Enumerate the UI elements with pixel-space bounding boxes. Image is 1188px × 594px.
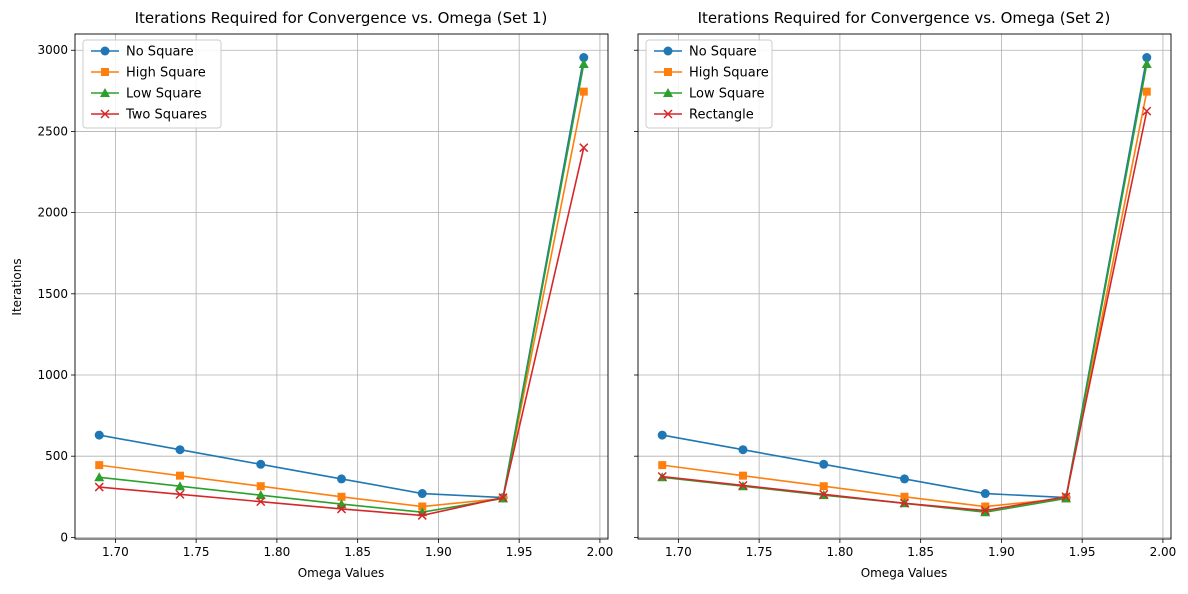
data-point-no-square: [819, 459, 829, 469]
data-point-two-squares: [417, 510, 427, 520]
x-tick-label: 2.00: [587, 545, 614, 559]
x-tick-label: 1.75: [183, 545, 210, 559]
data-point-high-square: [175, 471, 184, 480]
data-point-low-square: [174, 481, 185, 491]
legend-box: [645, 39, 773, 129]
data-point-rectangle: [1061, 492, 1071, 502]
y-tick-label: 0: [60, 530, 68, 544]
legend-swatch-marker: [100, 46, 110, 56]
x-axis-label: Omega Values: [861, 566, 948, 580]
data-point-high-square: [95, 461, 104, 470]
x-tick-label: 1.75: [746, 545, 773, 559]
data-point-no-square: [94, 430, 104, 440]
legend-entry: Low Square: [689, 87, 765, 102]
legend-box: [82, 39, 222, 129]
data-point-no-square: [417, 489, 427, 499]
legend-entry: No Square: [126, 45, 194, 60]
data-point-high-square: [418, 502, 427, 511]
data-point-no-square: [738, 445, 748, 455]
series-line-high-square: [662, 91, 1148, 508]
data-point-rectangle: [1142, 106, 1152, 116]
data-point-two-squares: [579, 143, 589, 153]
legend-entry: Rectangle: [689, 108, 754, 123]
legend-swatch-marker: [100, 109, 110, 119]
data-point-high-square: [981, 502, 990, 511]
data-point-no-square: [900, 474, 909, 484]
data-point-high-square: [819, 482, 828, 491]
data-point-low-square: [255, 490, 266, 500]
data-point-rectangle: [819, 489, 829, 499]
y-tick-label: 2500: [37, 124, 68, 138]
legend-entry: High Square: [126, 66, 206, 81]
y-tick-label: 3000: [37, 43, 68, 57]
x-tick-label: 1.80: [827, 545, 854, 559]
x-axis-label: Omega Values: [298, 566, 385, 580]
data-point-low-square: [1141, 59, 1152, 69]
data-point-two-squares: [94, 482, 104, 492]
data-point-no-square: [337, 474, 346, 484]
y-tick-label: 500: [45, 449, 68, 463]
y-axis-label: Iterations: [10, 258, 24, 315]
y-tick-label: 1500: [37, 287, 68, 301]
x-tick-label: 2.00: [1150, 545, 1177, 559]
data-point-high-square: [658, 461, 667, 470]
x-tick-label: 1.90: [988, 545, 1015, 559]
data-point-no-square: [175, 445, 185, 455]
legend-swatch-marker: [100, 88, 110, 97]
y-tick-label: 2000: [37, 206, 68, 220]
legend-swatch-marker: [663, 46, 673, 56]
chart-panel-2: 1.70 1.75 1.80 1.85 1.90 1.95 2.00 Iterations R…: [634, 9, 1176, 580]
data-point-two-squares: [498, 493, 508, 503]
chart-title: Iterations Required for Convergence vs. …: [698, 9, 1111, 27]
x-tick-label: 1.95: [506, 545, 533, 559]
data-point-high-square: [337, 492, 346, 501]
data-point-no-square: [1142, 53, 1152, 63]
plot-frame: [74, 33, 609, 540]
legend-swatch-marker: [664, 68, 672, 76]
series-line-two-squares: [99, 147, 585, 517]
data-point-no-square: [579, 53, 589, 63]
data-point-high-square: [256, 482, 265, 491]
legend-swatch-marker: [663, 109, 673, 119]
legend-swatch-marker: [101, 68, 109, 76]
x-tick-label: 1.70: [665, 545, 692, 559]
x-tick-label: 1.85: [907, 545, 934, 559]
x-tick-label: 1.95: [1069, 545, 1096, 559]
chart-title: Iterations Required for Convergence vs. …: [135, 9, 548, 27]
x-tick-label: 1.70: [102, 545, 129, 559]
data-point-no-square: [256, 459, 266, 469]
legend-swatch-marker: [663, 88, 673, 97]
x-tick-label: 1.85: [344, 545, 371, 559]
data-point-two-squares: [256, 497, 266, 507]
chart-panel-1: 1.70 1.75 1.80 1.85 1.90 1.95 2.00 0 500 1000 1500…: [10, 9, 613, 580]
data-point-no-square: [980, 489, 990, 499]
data-point-rectangle: [980, 506, 990, 516]
y-tick-label: 1000: [37, 368, 68, 382]
data-point-rectangle: [657, 471, 667, 482]
data-point-two-squares: [336, 504, 347, 514]
data-point-high-square: [1142, 87, 1151, 96]
data-point-rectangle: [899, 498, 910, 508]
series-line-high-square: [99, 91, 585, 508]
data-point-rectangle: [738, 480, 748, 490]
legend-entry: Two Squares: [125, 108, 207, 123]
data-point-two-squares: [175, 489, 185, 499]
data-point-high-square: [579, 87, 588, 96]
legend-entry: High Square: [689, 66, 769, 81]
legend-entry: Low Square: [126, 87, 202, 102]
data-point-high-square: [900, 492, 909, 501]
data-point-low-square: [94, 472, 105, 482]
data-point-high-square: [738, 471, 747, 480]
data-point-no-square: [657, 430, 667, 440]
x-tick-label: 1.90: [425, 545, 452, 559]
x-tick-label: 1.80: [264, 545, 291, 559]
plot-frame: [637, 33, 1172, 540]
data-point-low-square: [578, 59, 589, 69]
legend-entry: No Square: [689, 45, 757, 60]
